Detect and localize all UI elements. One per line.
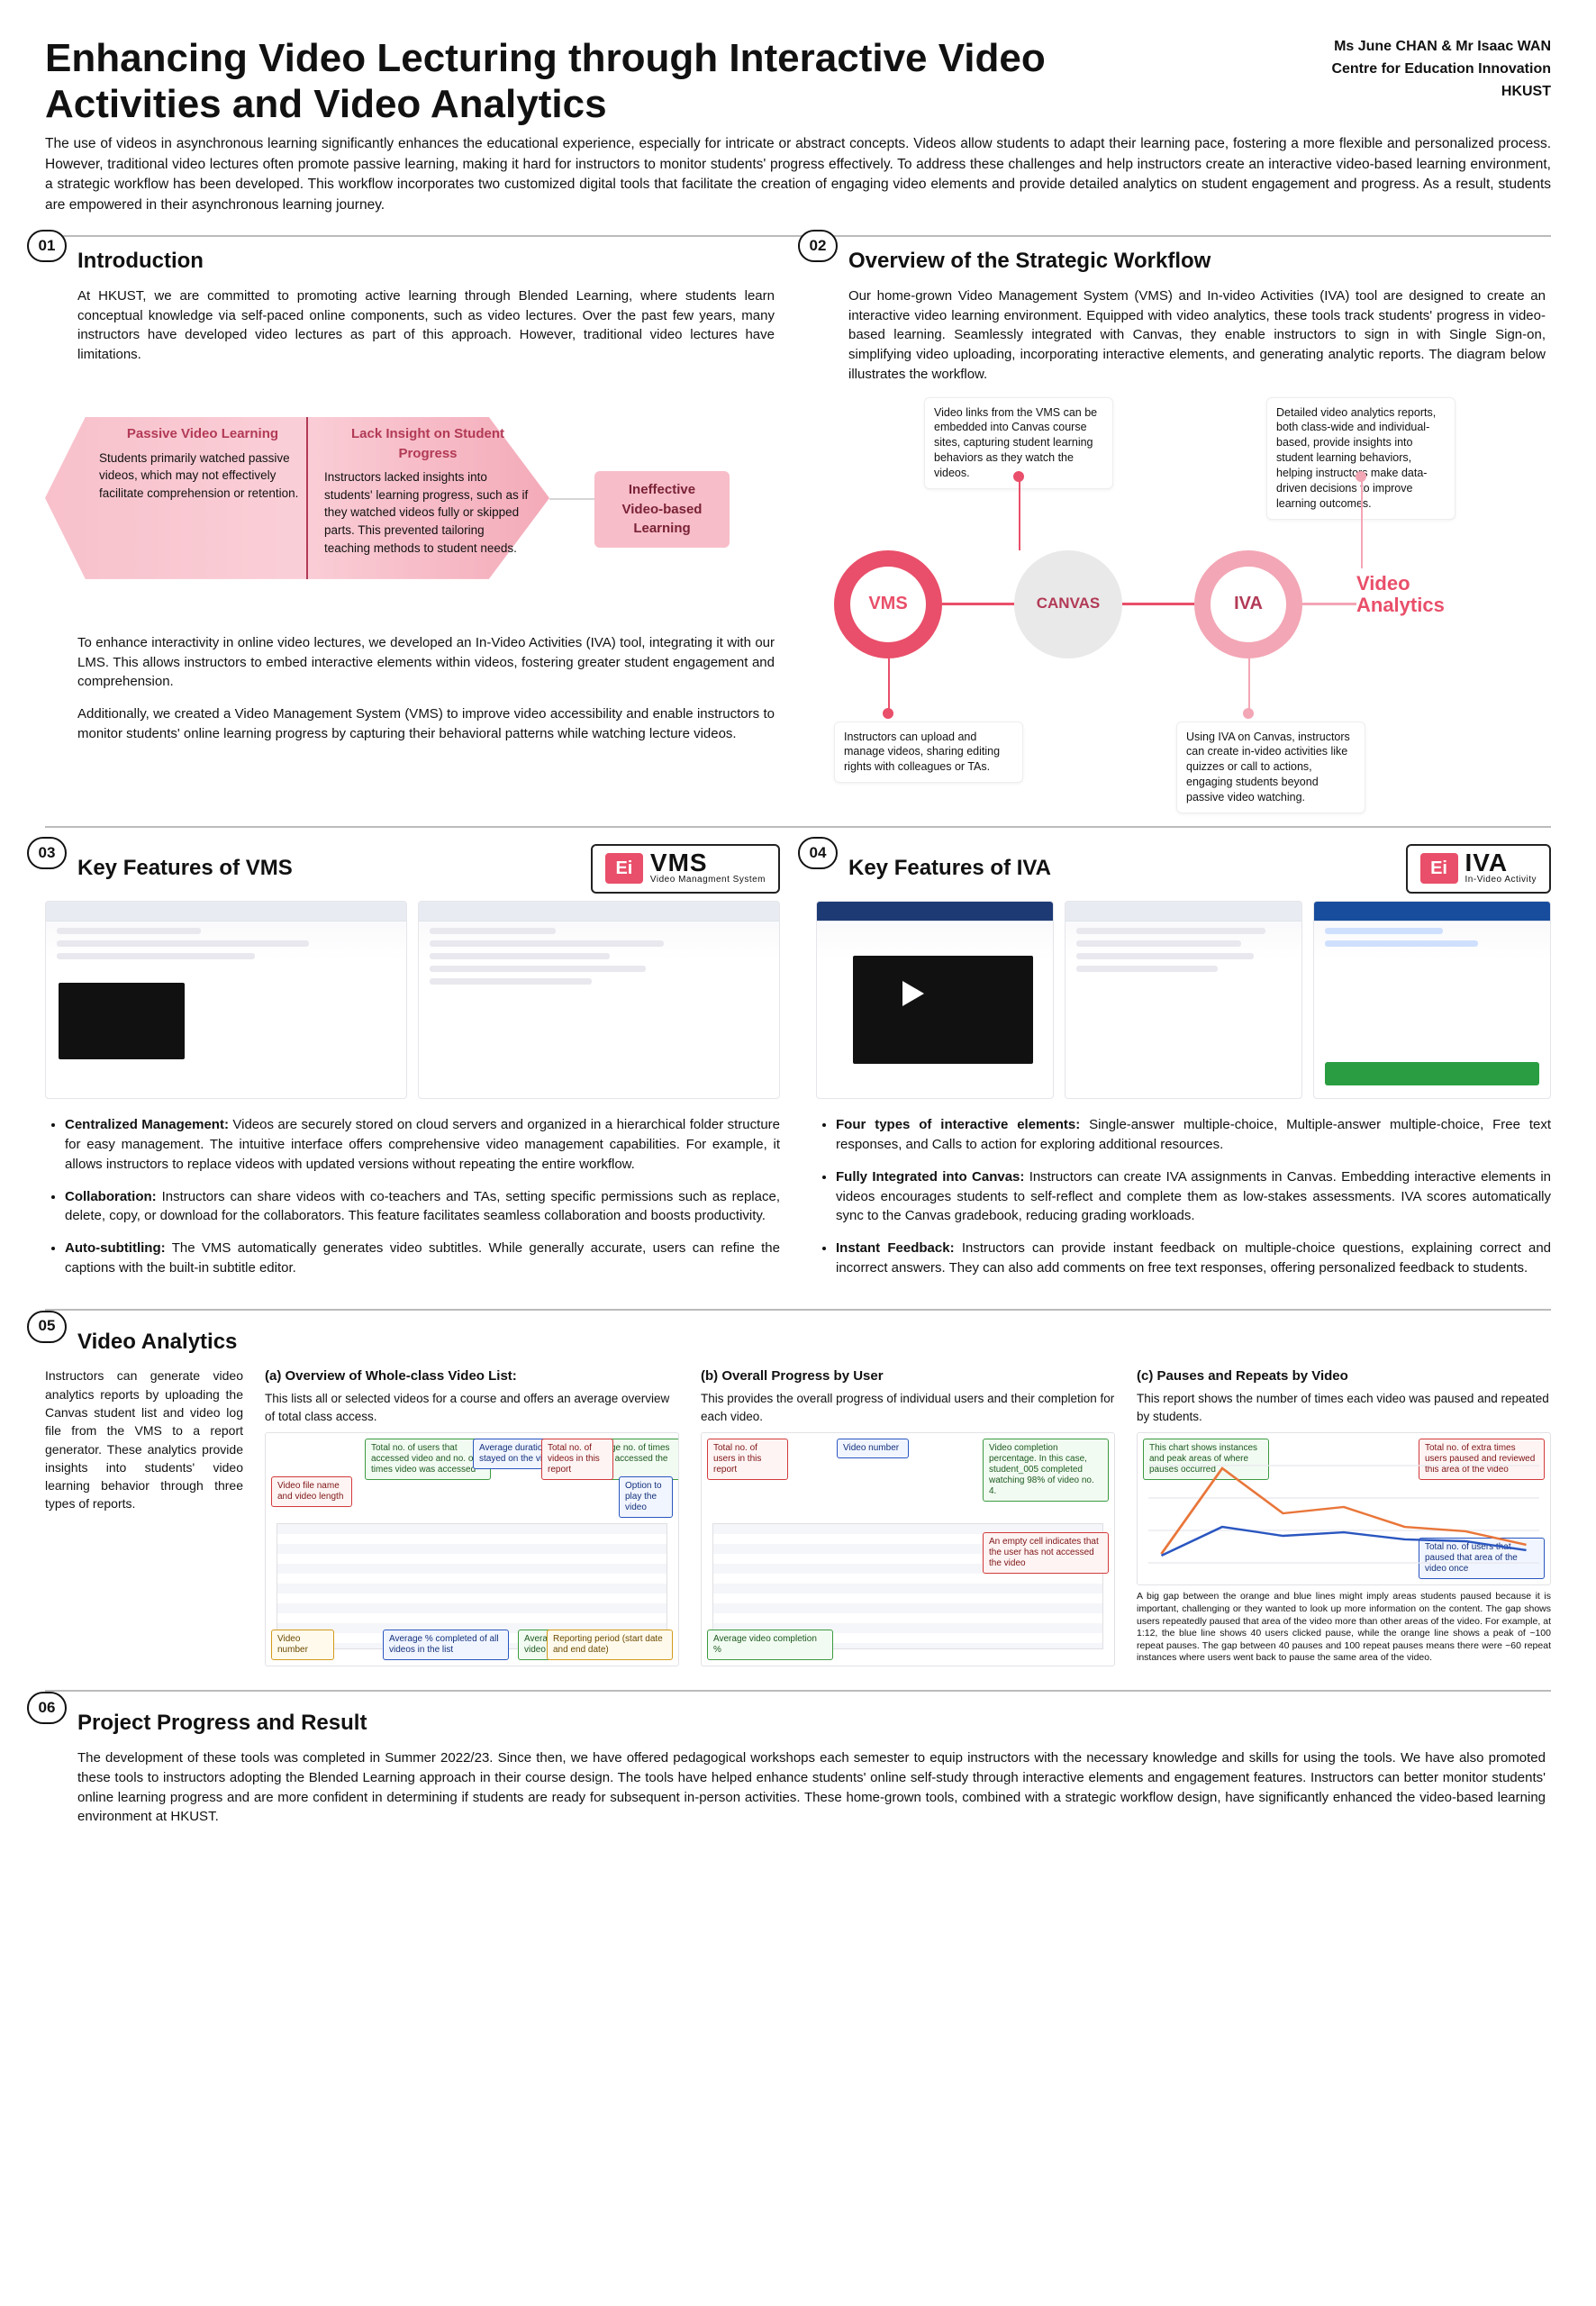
wf-callout-bot-left: Instructors can upload and manage videos… xyxy=(834,722,1023,784)
intro-result: Ineffective Video-based Learning xyxy=(594,471,730,548)
wf-node-vms: VMS xyxy=(834,550,942,658)
wf-callout-bot-right: Using IVA on Canvas, instructors can cre… xyxy=(1176,722,1365,813)
section-title: Introduction xyxy=(77,246,780,277)
va-b-title: (b) Overall Progress by User xyxy=(701,1366,1115,1386)
intro-diagram: Passive Video Learning Students primaril… xyxy=(45,381,780,615)
section-title: Overview of the Strategic Workflow xyxy=(848,246,1551,277)
iva-logo: Ei IVA In-Video Activity xyxy=(1406,844,1551,894)
wf-node-canvas: CANVAS xyxy=(1014,550,1122,658)
va-b-sub: This provides the overall progress of in… xyxy=(701,1390,1115,1425)
section-number: 04 xyxy=(798,837,838,869)
iva-logo-sub: In-Video Activity xyxy=(1465,874,1537,887)
vms-features: Centralized Management: Videos are secur… xyxy=(45,1115,780,1277)
va-c-figure: This chart shows instances and peak area… xyxy=(1137,1432,1551,1585)
section-number: 01 xyxy=(27,230,67,262)
result-text: The development of these tools was compl… xyxy=(45,1748,1551,1827)
iva-screenshots xyxy=(816,901,1551,1099)
intro-box2-title: Lack Insight on Student Progress xyxy=(324,424,531,464)
section-title: Project Progress and Result xyxy=(77,1708,1551,1739)
section-title: Video Analytics xyxy=(77,1327,1551,1358)
institution: HKUST xyxy=(1331,81,1551,102)
iva-logo-main: IVA xyxy=(1465,851,1537,874)
intro-p2: To enhance interactivity in online video… xyxy=(45,633,780,692)
va-a-figure: Video file name and video length Total n… xyxy=(265,1432,679,1666)
section-number: 03 xyxy=(27,837,67,869)
section-number: 02 xyxy=(798,230,838,262)
abstract-text: The use of videos in asynchronous learni… xyxy=(45,134,1551,215)
pauses-chart xyxy=(1148,1444,1539,1574)
intro-p3: Additionally, we created a Video Managem… xyxy=(45,704,780,744)
section-title: Key Features of IVA xyxy=(848,853,1406,885)
iva-features: Four types of interactive elements: Sing… xyxy=(816,1115,1551,1277)
vms-logo: Ei VMS Video Managment System xyxy=(591,844,780,894)
vms-logo-main: VMS xyxy=(650,851,766,874)
va-a-sub: This lists all or selected videos for a … xyxy=(265,1390,679,1425)
intro-box1-title: Passive Video Learning xyxy=(99,424,306,444)
wf-node-iva: IVA xyxy=(1194,550,1302,658)
workflow-diagram: Video links from the VMS can be embedded… xyxy=(816,397,1551,812)
author-affiliation: Centre for Education Innovation xyxy=(1331,59,1551,79)
intro-box2-body: Instructors lacked insights into student… xyxy=(324,468,531,557)
overview-p1: Our home-grown Video Management System (… xyxy=(816,286,1551,385)
intro-box1-body: Students primarily watched passive video… xyxy=(99,449,306,503)
va-c-title: (c) Pauses and Repeats by Video xyxy=(1137,1366,1551,1386)
section-title: Key Features of VMS xyxy=(77,853,591,885)
author-names: Ms June CHAN & Mr Isaac WAN xyxy=(1331,36,1551,57)
va-c-caption: A big gap between the orange and blue li… xyxy=(1137,1591,1551,1665)
video-analytics-row: Instructors can generate video analytics… xyxy=(45,1366,1551,1666)
va-a-title: (a) Overview of Whole-class Video List: xyxy=(265,1366,679,1386)
va-c-sub: This report shows the number of times ea… xyxy=(1137,1390,1551,1425)
wf-node-va: Video Analytics xyxy=(1356,573,1474,616)
va-b-figure: Total no. of users in this report Video … xyxy=(701,1432,1115,1666)
vms-screenshots xyxy=(45,901,780,1099)
header: Enhancing Video Lecturing through Intera… xyxy=(45,36,1551,127)
intro-p1: At HKUST, we are committed to promoting … xyxy=(45,286,780,365)
section-number: 05 xyxy=(27,1311,67,1343)
poster-title: Enhancing Video Lecturing through Intera… xyxy=(45,36,1081,127)
authors-block: Ms June CHAN & Mr Isaac WAN Centre for E… xyxy=(1331,36,1551,103)
va-intro: Instructors can generate video analytics… xyxy=(45,1366,243,1666)
section-number: 06 xyxy=(27,1692,67,1724)
vms-logo-sub: Video Managment System xyxy=(650,874,766,887)
